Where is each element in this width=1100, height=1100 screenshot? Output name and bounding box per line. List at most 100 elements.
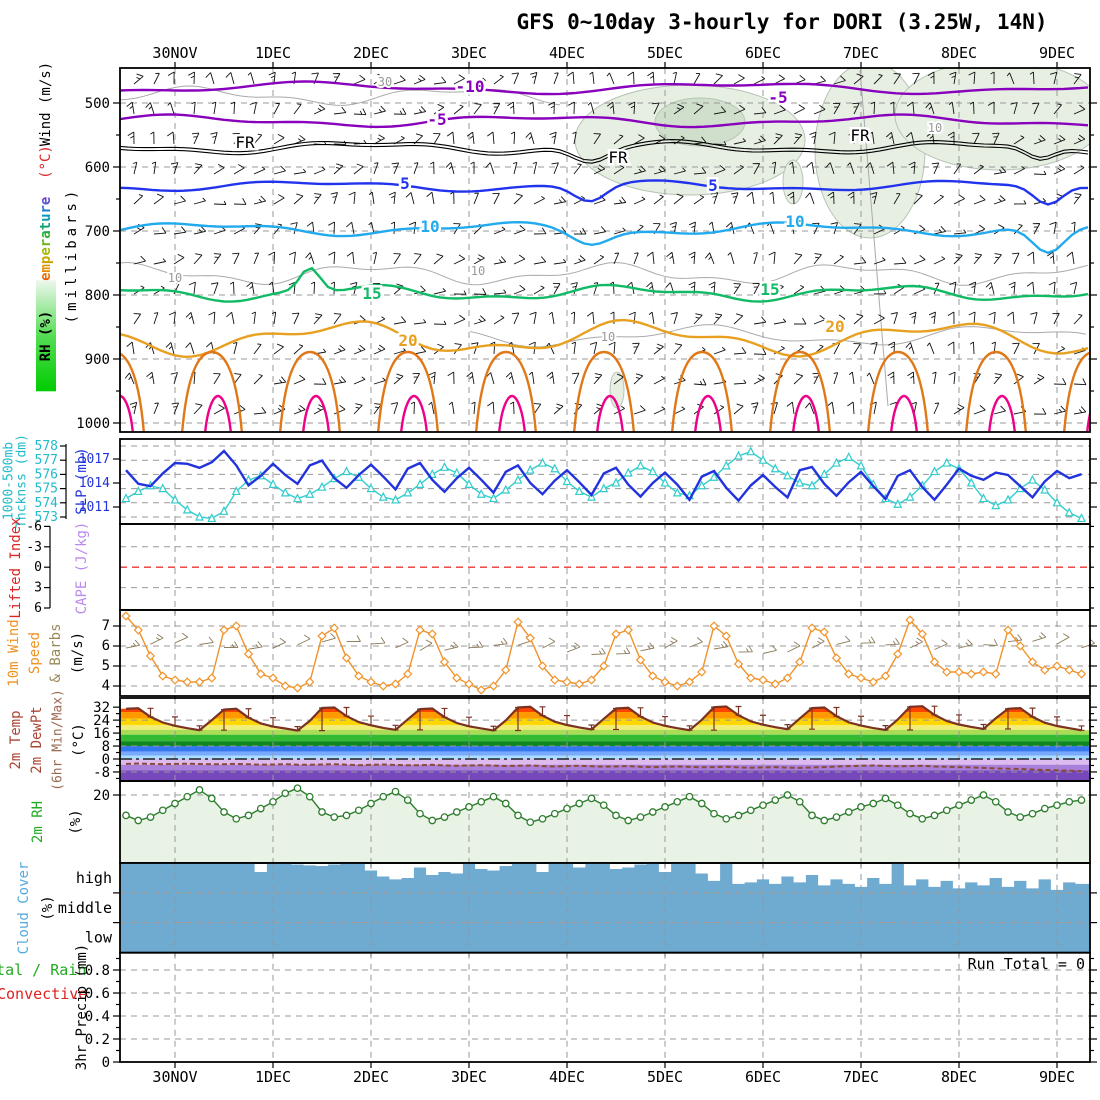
contour-label-FR: FR	[608, 148, 628, 167]
contour-label-15: 15	[760, 280, 779, 299]
temp-tick-label: -8	[93, 765, 110, 781]
contour-label--10: -10	[456, 77, 485, 96]
date-label-top: 5DEC	[647, 44, 683, 62]
contour-label--5: -5	[427, 110, 446, 129]
li-tick-label: 3	[34, 581, 42, 596]
date-label-bottom: 7DEC	[843, 1068, 879, 1086]
li-tick-label: -6	[26, 519, 42, 534]
axis-label-degc: (°C)	[38, 145, 54, 179]
contour-line-5	[120, 179, 1089, 206]
pressure-tick-label: 600	[85, 160, 110, 176]
temp-tick-label: 0	[102, 752, 110, 768]
precip-tick-label: 0	[102, 1055, 110, 1071]
contour-line-20	[120, 318, 1089, 359]
li-tick-label: 6	[34, 601, 42, 616]
contour-label-FR: FR	[850, 126, 870, 145]
rh-shading-patch	[782, 159, 804, 205]
legend-convective: Convective	[0, 985, 88, 1003]
precip-tick-label: 0.2	[85, 1032, 110, 1048]
page-title: GFS 0~10day 3-hourly for DORI (3.25W, 14…	[516, 10, 1048, 34]
slp-frame	[119, 438, 1091, 525]
axis-label-thickness-2: Thcknss (dm)	[14, 434, 30, 528]
axis-label-cape: CAPE (J/kg)	[74, 521, 90, 615]
cloud-area	[120, 863, 1090, 953]
rh-contour-label: 10	[168, 271, 182, 285]
contour-line-FR	[120, 139, 1089, 161]
thickness-tick-label: 575	[35, 482, 58, 497]
contour-line-15	[120, 266, 1089, 303]
upper-air-frame	[119, 67, 1091, 433]
pressure-tick-label: 500	[85, 96, 110, 112]
axis-label-wind-ms: Wind (m/s)	[38, 61, 54, 147]
precip-tick-label: 0.4	[85, 1009, 110, 1025]
axis-label-ms: (m/s)	[70, 631, 86, 675]
date-label-bottom: 8DEC	[941, 1068, 977, 1086]
axis-label-degc-2m: (°C)	[71, 723, 87, 757]
contour-label-FR: FR	[235, 133, 255, 152]
axis-label-millibars: (millibars)	[64, 186, 80, 324]
pressure-tick-label: 700	[85, 224, 110, 240]
temp-tick-label: 16	[93, 726, 110, 742]
axis-label-3hr-precip: 3hr Precip (mm)	[74, 943, 90, 1071]
axis-label-barbs: & Barbs	[48, 623, 64, 683]
axis-label-rh-colorbar: RH (%)	[36, 280, 56, 392]
pressure-tick-label: 900	[85, 352, 110, 368]
date-label-bottom: 30NOV	[152, 1068, 197, 1086]
precip-tick-label: 0.6	[85, 986, 110, 1002]
axis-label-2m-dewpt: 2m DewPt	[29, 706, 45, 774]
axis-label-speed: Speed	[27, 631, 43, 675]
run-total-annotation: Run Total = 0	[967, 955, 1085, 973]
slp-tick-label: 1014	[79, 476, 110, 491]
thickness-tick-label: 577	[35, 453, 58, 468]
axis-label-2m-rh: 2m RH	[30, 800, 46, 844]
pressure-tick-label: 1000	[76, 416, 110, 432]
thickness-tick-label: 578	[35, 439, 58, 454]
date-label-top: 9DEC	[1039, 44, 1075, 62]
date-label-bottom: 1DEC	[255, 1068, 291, 1086]
contour-label-15: 15	[362, 284, 381, 303]
axis-label-minmax: (6hr Min/Max)	[50, 689, 66, 791]
contour-label-20: 20	[398, 331, 417, 350]
date-label-bottom: 6DEC	[745, 1068, 781, 1086]
cloud-tick-label: low	[85, 929, 113, 947]
contour-line-10	[120, 220, 1089, 255]
contour-label-5: 5	[400, 174, 410, 193]
date-label-top: 1DEC	[255, 44, 291, 62]
axis-label-2m-temp: 2m Temp	[8, 710, 24, 770]
upper-air-gridlines	[120, 68, 1090, 432]
rh-contour-label: 10	[928, 121, 942, 135]
panel-10m-wind	[120, 610, 1095, 696]
legend-total-rain: Total / Rain	[0, 961, 87, 979]
temp-color-bands	[120, 706, 1090, 781]
date-label-top: 8DEC	[941, 44, 977, 62]
axis-label-10m-wind: 10m Wind	[6, 619, 22, 687]
panel-cloud-cover	[120, 863, 1090, 953]
contour-line--10	[120, 80, 1089, 96]
upper-air-wind-barbs	[124, 71, 1087, 415]
axis-label-lifted-index: Lifted Index	[8, 517, 24, 619]
contour-label--5: -5	[768, 88, 787, 107]
axis-label-slp: SLP (mb)	[74, 447, 90, 515]
temp-tick-label: 8	[102, 739, 110, 755]
contour-line--5	[120, 113, 1089, 129]
wind-tick-label: 7	[102, 618, 110, 634]
wind-tick-label: 5	[102, 658, 110, 674]
rh-tick-label: 20	[93, 788, 110, 804]
pressure-tick-label: 800	[85, 288, 110, 304]
contour-label-5: 5	[708, 176, 718, 195]
date-label-top: 2DEC	[353, 44, 389, 62]
contour-label-20: 20	[825, 317, 844, 336]
wind-frame	[119, 609, 1091, 697]
thickness-tick-label: 574	[35, 496, 59, 511]
date-label-top: 7DEC	[843, 44, 879, 62]
panel-precip	[120, 952, 1090, 1062]
temperature-contours	[120, 80, 1090, 432]
slp-tick-label: 1011	[79, 500, 110, 515]
temp-tick-label: 24	[93, 713, 110, 729]
contour-label-10: 10	[785, 212, 804, 231]
axis-label-cloud-cover: Cloud Cover	[16, 861, 32, 955]
precip-tick-label: 0.8	[85, 963, 110, 979]
dewpoint-line	[125, 762, 1082, 773]
